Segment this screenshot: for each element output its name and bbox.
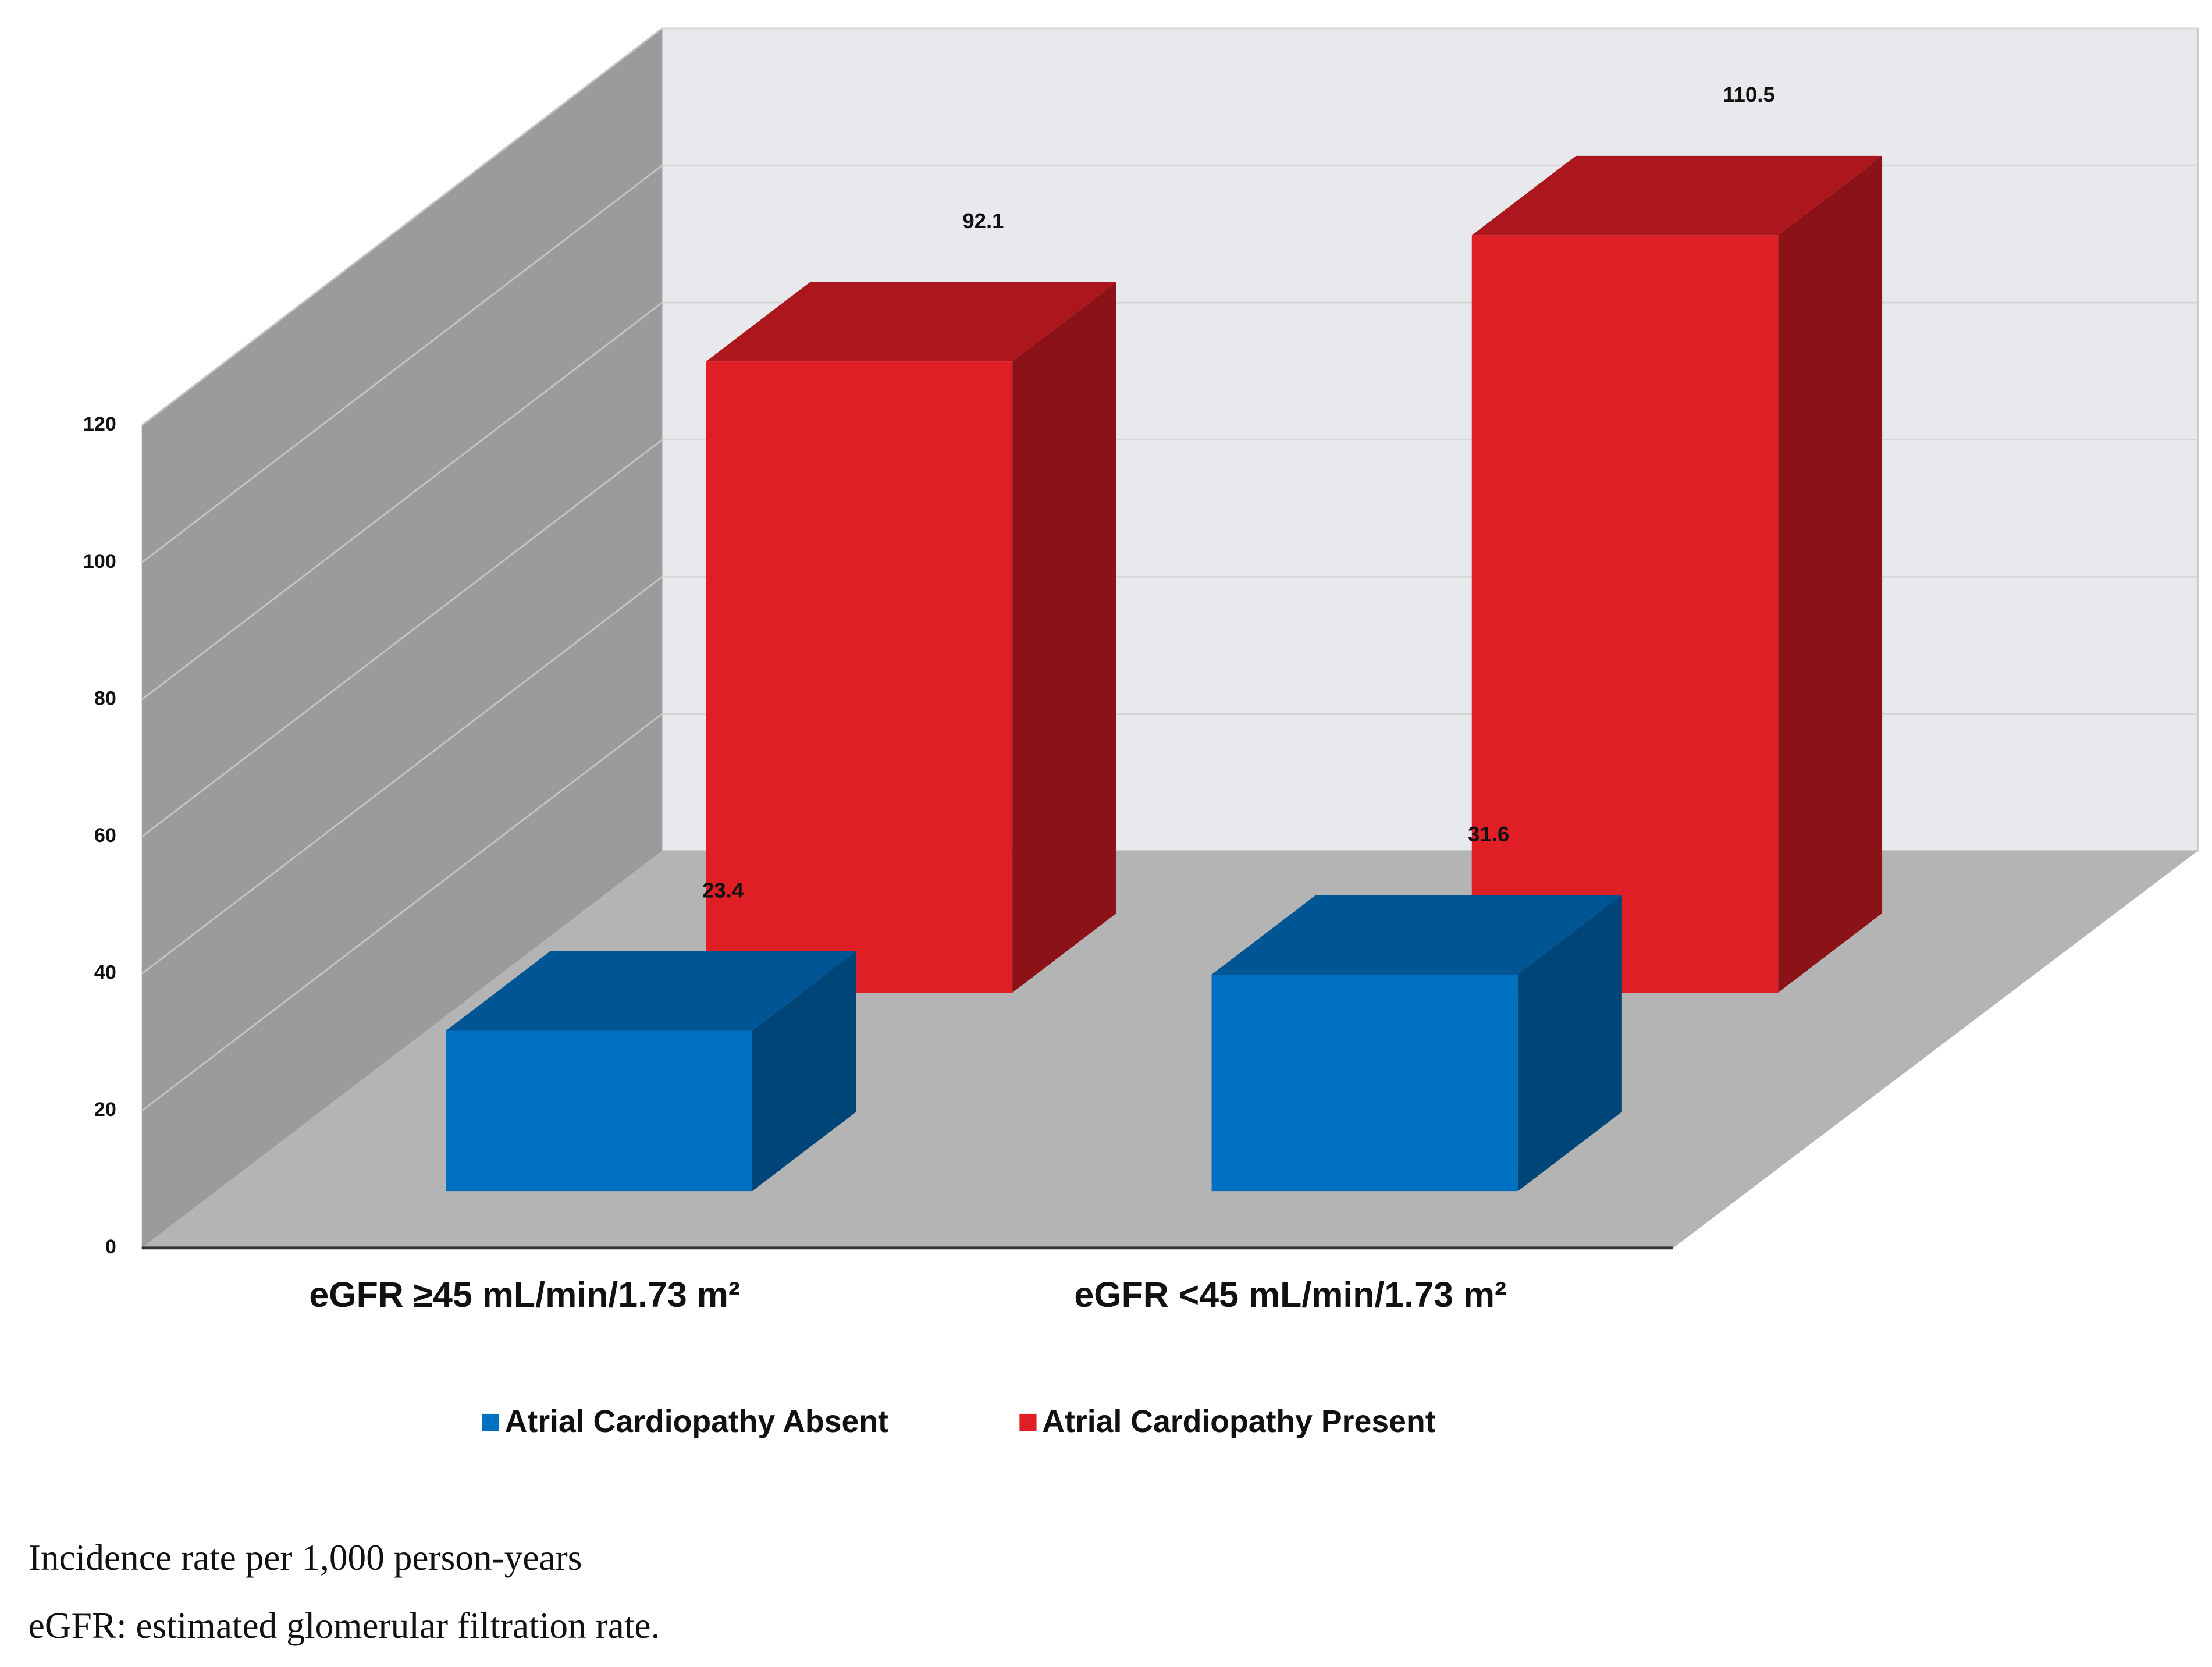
data-label: 23.4 [702,878,744,902]
bar-top [1211,895,1622,975]
data-label: 31.6 [1468,822,1509,846]
legend-label: Atrial Cardiopathy Present [1042,1404,1435,1439]
y-tick-label: 20 [94,1099,116,1121]
y-tick-label: 80 [94,687,116,709]
bar-side [1012,282,1116,993]
footnote: Incidence rate per 1,000 person-years [29,1537,582,1578]
data-label: 92.1 [962,209,1004,233]
legend-swatch [1019,1413,1037,1431]
bar-side [1778,155,1883,993]
legend-swatch [482,1413,499,1431]
grid-line [141,301,663,701]
bar-side [752,951,856,1192]
grid-line [141,576,663,975]
bar-top [706,282,1116,362]
bar [446,1030,752,1192]
grid-line [141,439,663,838]
grid-line [141,27,663,426]
y-tick-label: 40 [94,962,116,984]
bar [1471,235,1779,993]
x-tick-label: eGFR ≥45 mL/min/1.73 m² [309,1275,740,1314]
y-tick-label: 120 [83,413,116,435]
data-label: 110.5 [1723,83,1774,106]
x-tick-label: eGFR <45 mL/min/1.73 m² [1074,1275,1506,1314]
grid-line [141,165,663,563]
footnote: eGFR: estimated glomerular filtration ra… [29,1605,660,1646]
y-tick-label: 0 [105,1236,116,1258]
legend-label: Atrial Cardiopathy Absent [505,1404,888,1439]
bar [1211,974,1518,1192]
y-tick-label: 100 [83,550,116,573]
y-tick-label: 60 [94,824,116,847]
bar [706,361,1013,993]
bar-top [446,951,856,1031]
bar-top [1471,155,1883,236]
grid-line [141,713,663,1112]
bar-side [1517,895,1622,1192]
